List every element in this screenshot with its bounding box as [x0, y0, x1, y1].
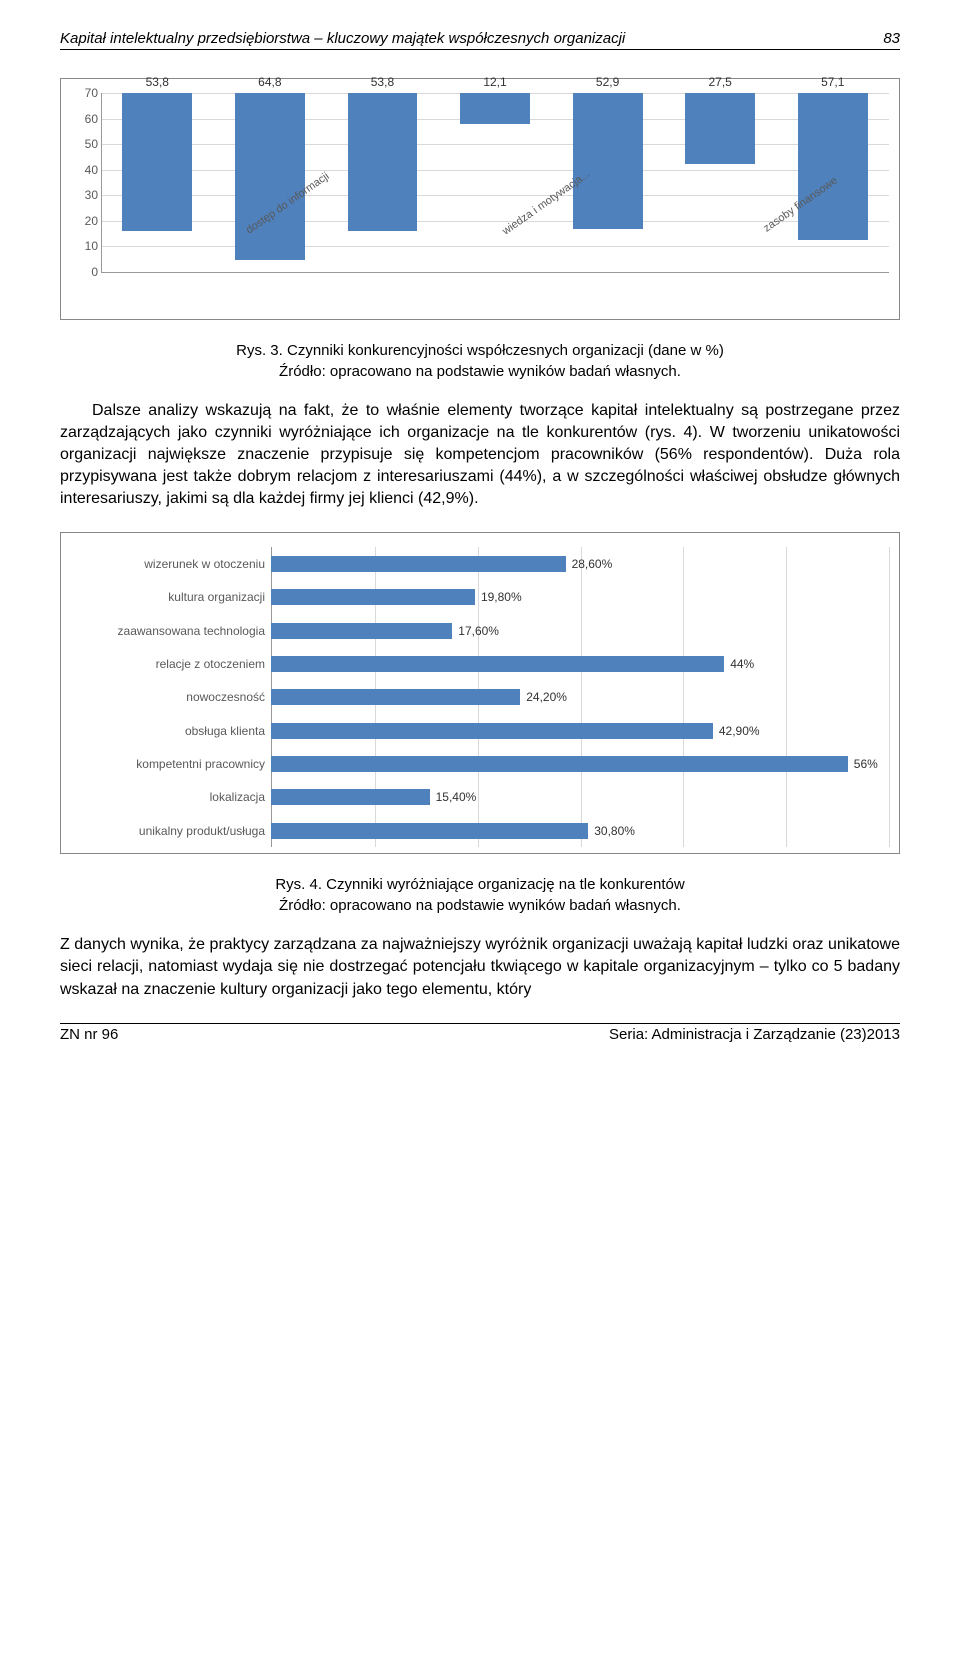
- hbar-value-label: 24,20%: [526, 690, 567, 704]
- h-category-label: unikalny produkt/usługa: [71, 814, 271, 847]
- y-tick-label: 20: [74, 214, 98, 228]
- footer-right: Seria: Administracja i Zarządzanie (23)2…: [609, 1026, 900, 1043]
- hbar: [271, 789, 430, 805]
- bar-value-label: 12,1: [483, 75, 506, 89]
- y-tick-label: 10: [74, 239, 98, 253]
- bar: 53,8: [122, 93, 192, 231]
- hbar: [271, 589, 475, 605]
- h-category-label: kultura organizacji: [71, 581, 271, 614]
- hbar: [271, 556, 566, 572]
- y-tick-label: 30: [74, 188, 98, 202]
- hbar: [271, 723, 713, 739]
- hbar: [271, 756, 848, 772]
- figure-3-caption-line1: Rys. 3. Czynniki konkurencyjności współc…: [236, 342, 724, 359]
- x-category-label: aktywa rzeczowe: [877, 176, 960, 355]
- h-category-label: kompetentni pracownicy: [71, 747, 271, 780]
- figure-3-caption: Rys. 3. Czynniki konkurencyjności współc…: [60, 340, 900, 382]
- h-category-label: nowoczesność: [71, 681, 271, 714]
- bar: 12,1: [460, 93, 530, 124]
- paragraph-2: Z danych wynika, że praktycy zarządzana …: [60, 934, 900, 1000]
- h-category-label: wizerunek w otoczeniu: [71, 547, 271, 580]
- bar: 27,5: [685, 93, 755, 164]
- bar-value-label: 57,1: [821, 75, 844, 89]
- h-category-label: lokalizacja: [71, 781, 271, 814]
- h-category-label: obsługa klienta: [71, 714, 271, 747]
- hbar-value-label: 19,80%: [481, 590, 522, 604]
- figure-4-caption: Rys. 4. Czynniki wyróżniające organizacj…: [60, 874, 900, 916]
- y-tick-label: 0: [74, 265, 98, 279]
- hbar-value-label: 42,90%: [719, 724, 760, 738]
- figure-4-caption-line2: Źródło: opracowano na podstawie wyników …: [279, 897, 681, 914]
- horizontal-bar-chart: wizerunek w otoczeniukultura organizacji…: [71, 547, 889, 847]
- hbar-value-label: 30,80%: [594, 824, 635, 838]
- footer-left: ZN nr 96: [60, 1026, 118, 1043]
- y-tick-label: 40: [74, 163, 98, 177]
- running-foot: ZN nr 96 Seria: Administracja i Zarządza…: [60, 1023, 900, 1043]
- bar: 53,8: [348, 93, 418, 231]
- hbar-value-label: 44%: [730, 657, 754, 671]
- bar-value-label: 27,5: [708, 75, 731, 89]
- hbar: [271, 656, 724, 672]
- h-category-label: zaawansowana technologia: [71, 614, 271, 647]
- hbar: [271, 689, 520, 705]
- h-category-label: relacje z otoczeniem: [71, 647, 271, 680]
- y-tick-label: 50: [74, 137, 98, 151]
- bar-value-label: 64,8: [258, 75, 281, 89]
- y-tick-label: 70: [74, 86, 98, 100]
- bar-value-label: 53,8: [371, 75, 394, 89]
- bar-value-label: 53,8: [146, 75, 169, 89]
- hbar-value-label: 28,60%: [572, 557, 613, 571]
- page-number: 83: [883, 30, 900, 47]
- vertical-bar-chart: 01020304050607053,864,853,812,152,927,55…: [101, 93, 889, 313]
- hbar: [271, 623, 452, 639]
- figure-4-chart: wizerunek w otoczeniukultura organizacji…: [60, 532, 900, 854]
- figure-3-caption-line2: Źródło: opracowano na podstawie wyników …: [279, 363, 681, 380]
- hbar-value-label: 17,60%: [458, 624, 499, 638]
- y-tick-label: 60: [74, 112, 98, 126]
- running-head-title: Kapitał intelektualny przedsiębiorstwa –…: [60, 30, 625, 47]
- hbar-value-label: 56%: [854, 757, 878, 771]
- hbar-value-label: 15,40%: [436, 790, 477, 804]
- figure-3-chart: 0 10 20 30 40 50 60 70 53,8 64,8 53,8 12,1 52,9 27,5 5…: [60, 78, 900, 320]
- running-head: Kapitał intelektualny przedsiębiorstwa –…: [60, 30, 900, 50]
- hbar: [271, 823, 588, 839]
- paragraph-1: Dalsze analizy wskazują na fakt, że to w…: [60, 400, 900, 510]
- figure-4-caption-line1: Rys. 4. Czynniki wyróżniające organizacj…: [275, 876, 684, 893]
- bar-value-label: 52,9: [596, 75, 619, 89]
